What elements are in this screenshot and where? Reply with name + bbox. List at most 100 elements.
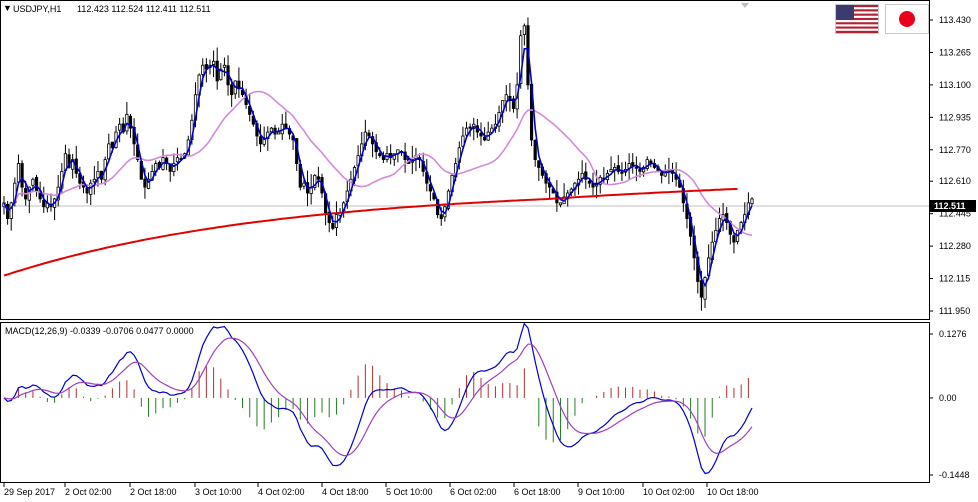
price-tick-label: 112.610	[939, 176, 971, 186]
macd-axis: 0.1276 0.00 -0.1448	[929, 329, 970, 480]
candle-body	[331, 222, 335, 229]
candle-body	[609, 169, 613, 173]
macd-histogram	[10, 364, 749, 443]
candle-body	[519, 35, 523, 84]
candle-body	[128, 115, 133, 129]
candle-body	[631, 162, 635, 166]
candle-body	[211, 60, 216, 65]
macd-pane[interactable]	[0, 322, 930, 483]
candle-body	[302, 182, 306, 187]
price-tick-label: 113.430	[939, 15, 971, 25]
candle-body	[146, 178, 151, 189]
candle-body	[143, 178, 147, 188]
symbol-menu-caret[interactable]: ▼	[3, 3, 12, 13]
candle-body	[258, 136, 263, 145]
price-pane[interactable]	[0, 0, 930, 320]
candle-body	[42, 199, 46, 208]
candle-body	[634, 166, 638, 169]
time-tick-label: 4 Oct 02:00	[258, 487, 305, 497]
candle-body	[468, 126, 472, 129]
candle-body	[215, 60, 219, 82]
time-tick-label: 2 Oct 02:00	[65, 487, 112, 497]
candle-body	[584, 171, 588, 180]
candle-body	[533, 140, 537, 161]
price-tick-label: 112.280	[939, 241, 971, 251]
candle-body	[703, 277, 707, 300]
candle-body	[367, 132, 371, 137]
macd-tick-label: 0.1276	[939, 329, 967, 339]
time-tick-label: 9 Oct 10:00	[578, 487, 625, 497]
ma-pink-line	[3, 90, 753, 236]
candle-body	[230, 84, 234, 96]
candle-body	[439, 214, 443, 219]
candle-body	[110, 141, 115, 149]
time-tick-label: 10 Oct 02:00	[643, 487, 695, 497]
candle-body	[558, 202, 563, 206]
candle-body	[89, 182, 93, 195]
time-tick-label: 6 Oct 18:00	[514, 487, 561, 497]
candle-body	[522, 25, 526, 35]
time-tick-label: 29 Sep 2017	[4, 487, 55, 497]
candle-body	[125, 113, 129, 132]
time-tick-label: 10 Oct 18:00	[707, 487, 759, 497]
candle-body	[316, 176, 320, 180]
time-tick-label: 3 Oct 10:00	[195, 487, 242, 497]
time-tick-label: 6 Oct 02:00	[450, 487, 497, 497]
candle-body	[482, 136, 487, 141]
macd-signal-line	[3, 337, 753, 457]
candle-body	[620, 171, 624, 174]
candle-body	[201, 64, 205, 75]
candle-body	[67, 154, 71, 168]
candle-body	[504, 94, 508, 102]
candle-body	[428, 184, 432, 192]
current-price-tag	[930, 200, 976, 212]
price-tick-label: 112.445	[939, 209, 971, 219]
symbol-label: USDJPY,H1	[13, 4, 61, 14]
candle-body	[378, 153, 382, 157]
macd-tick-label: 0.00	[939, 393, 957, 403]
candle-body	[699, 280, 704, 298]
candle-body	[175, 157, 180, 163]
time-tick-label: 5 Oct 10:00	[386, 487, 433, 497]
candle-body	[172, 163, 176, 172]
ohlc-values: 112.423 112.524 112.411 112.511	[77, 4, 211, 14]
time-tick-label: 2 Oct 18:00	[130, 487, 177, 497]
macd-tick-label: -0.1448	[939, 470, 970, 480]
price-tick-label: 112.935	[939, 112, 971, 122]
current-price-value: 112.511	[934, 201, 966, 211]
price-tick-label: 113.100	[939, 80, 971, 90]
candle-body	[34, 177, 39, 192]
candle-body	[269, 127, 274, 133]
candle-body	[464, 127, 469, 136]
price-tick-label: 112.115	[939, 274, 970, 284]
candle-body	[660, 172, 664, 176]
candle-body	[511, 98, 516, 109]
candle-body	[16, 163, 21, 183]
candle-body	[20, 163, 24, 188]
candle-body	[461, 135, 465, 147]
candle-body	[327, 211, 331, 223]
candle-body	[732, 235, 736, 243]
ma-red-line	[3, 187, 738, 277]
candle-body	[9, 202, 13, 219]
price-tick-label: 111.950	[939, 306, 970, 316]
candle-body	[219, 68, 223, 81]
macd-indicator-label: MACD(12,26,9) -0.0339 -0.0706 0.0477 0.0…	[5, 326, 194, 336]
ma-blue-line	[3, 48, 753, 288]
candle-body	[118, 123, 122, 131]
candle-body	[313, 174, 317, 188]
price-tick-label: 112.770	[939, 145, 971, 155]
candle-body	[638, 168, 642, 172]
time-axis: 29 Sep 2017 2 Oct 02:00 2 Oct 18:00 3 Oct 1…	[3, 483, 759, 497]
candle-body	[641, 167, 646, 173]
chart-shift-marker[interactable]	[741, 3, 749, 8]
candle-body	[587, 180, 591, 184]
candle-body	[479, 132, 483, 137]
japan-flag-icon[interactable]	[885, 4, 929, 34]
price-axis: 113.430 113.265 113.100 112.935 112.770 112.6…	[929, 15, 971, 316]
candle-body	[31, 178, 35, 186]
us-flag-icon[interactable]	[835, 4, 879, 34]
candle-body	[750, 198, 754, 205]
candle-body	[616, 165, 620, 172]
